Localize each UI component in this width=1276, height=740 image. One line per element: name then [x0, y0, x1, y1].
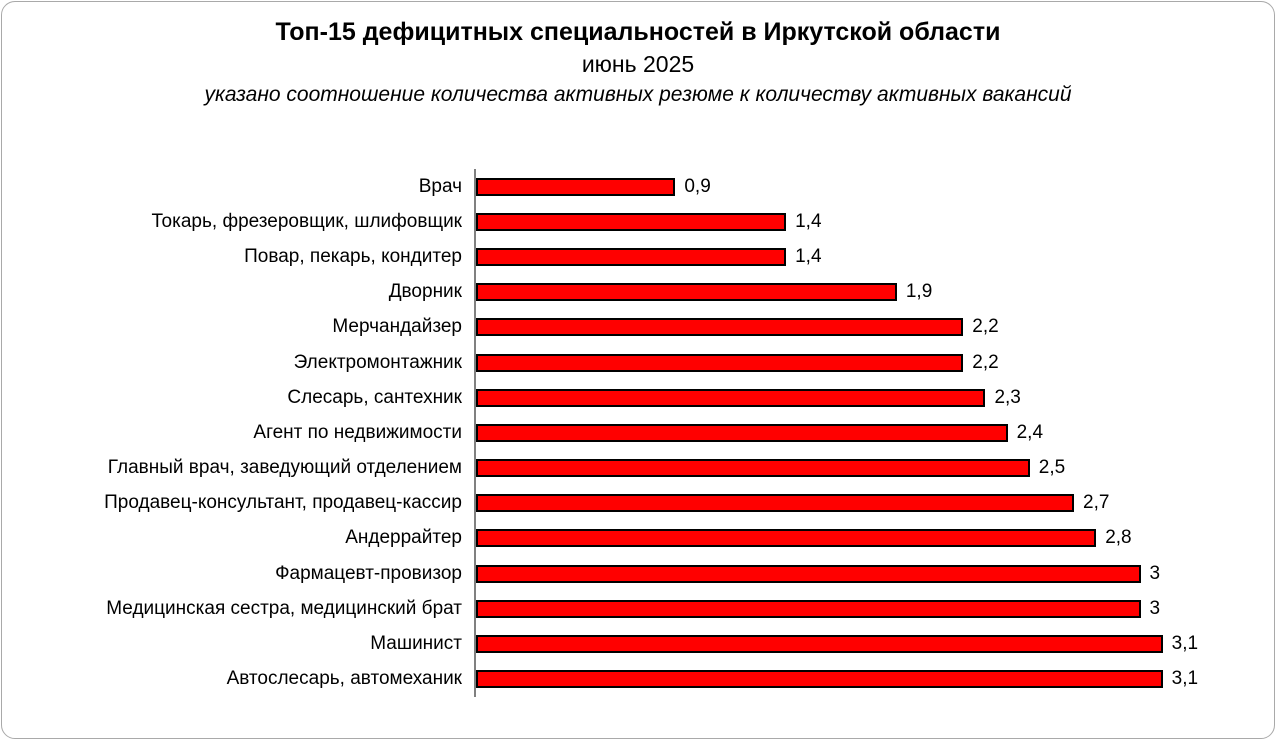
bar	[476, 177, 676, 196]
chart-title: Топ-15 дефицитных специальностей в Иркут…	[275, 18, 1001, 46]
category-label: Дворник	[388, 281, 462, 303]
bar	[476, 318, 964, 337]
category-label: Машинист	[370, 633, 462, 655]
bar-row: Врач 0,9	[2, 169, 1274, 205]
bar	[476, 353, 964, 372]
bar-row: Слесарь, сантехник 2,3	[2, 380, 1274, 416]
value-label: 1,4	[795, 210, 822, 232]
category-label: Медицинская сестра, медицинский брат	[106, 597, 462, 619]
bar-row: Токарь, фрезеровщик, шлифовщик 1,4	[2, 204, 1274, 240]
bar-row: Главный врач, заведующий отделением 2,5	[2, 450, 1274, 486]
bar-track: 2,2	[474, 309, 1274, 345]
bar-track: 1,4	[474, 204, 1274, 240]
category-label: Фармацевт-провизор	[275, 562, 462, 584]
bar	[476, 212, 787, 231]
value-label: 2,7	[1083, 492, 1110, 514]
value-label: 2,2	[972, 351, 999, 373]
value-label: 2,2	[972, 316, 999, 338]
value-label: 3,1	[1171, 668, 1199, 690]
bar-chart-plot-area: Врач 0,9 Токарь, фрезеровщик, шлифовщик …	[2, 169, 1274, 697]
category-label: Врач	[418, 175, 462, 197]
bar-row: Дворник 1,9	[2, 274, 1274, 310]
bar	[476, 247, 787, 266]
bar-row: Фармацевт-провизор 3	[2, 556, 1274, 592]
bar-row: Медицинская сестра, медицинский брат 3	[2, 591, 1274, 627]
bar-track: 0,9	[474, 169, 1274, 205]
bar	[476, 283, 897, 302]
bar-track: 2,4	[474, 415, 1274, 451]
value-label: 3,1	[1171, 633, 1199, 655]
value-label: 2,5	[1038, 457, 1066, 479]
bar	[476, 494, 1075, 513]
bar-row: Электромонтажник 2,2	[2, 344, 1274, 381]
bar-track: 2,3	[474, 380, 1274, 416]
bar-row: Мерчандайзер 2,2	[2, 309, 1274, 345]
bar	[476, 670, 1163, 689]
bar-track: 3,1	[474, 626, 1274, 662]
category-label: Главный врач, заведующий отделением	[107, 457, 462, 479]
value-label: 2,4	[1016, 421, 1044, 443]
bar	[476, 459, 1030, 478]
chart-header: Топ-15 дефицитных специальностей в Иркут…	[2, 16, 1274, 110]
category-label: Повар, пекарь, кондитер	[244, 245, 462, 267]
category-label: Автослесарь, автомеханик	[226, 668, 462, 690]
bar	[476, 599, 1141, 618]
bar-row: Машинист 3,1	[2, 626, 1274, 662]
category-label: Слесарь, сантехник	[287, 386, 462, 408]
value-label: 1,9	[905, 281, 933, 303]
bar-row: Продавец-консультант, продавец-кассир 2,…	[2, 485, 1274, 521]
category-label: Агент по недвижимости	[253, 421, 462, 443]
bar-row: Автослесарь, автомеханик 3,1	[2, 661, 1274, 697]
bar-row: Агент по недвижимости 2,4	[2, 415, 1274, 451]
category-label: Токарь, фрезеровщик, шлифовщик	[151, 210, 462, 232]
category-label: Продавец-консультант, продавец-кассир	[104, 492, 462, 514]
bar-track: 2,5	[474, 450, 1274, 486]
value-label: 2,8	[1105, 527, 1132, 549]
bar-track: 2,8	[474, 520, 1274, 557]
bar	[476, 388, 986, 407]
value-label: 2,3	[994, 386, 1021, 408]
bar	[476, 564, 1141, 583]
bar-row: Повар, пекарь, кондитер 1,4	[2, 239, 1274, 275]
category-label: Андеррайтер	[345, 527, 462, 549]
chart-note: указано соотношение количества активных …	[204, 83, 1072, 106]
chart-subtitle: июнь 2025	[581, 51, 695, 77]
bar-track: 2,2	[474, 344, 1274, 381]
category-label: Электромонтажник	[293, 351, 462, 373]
bar	[476, 423, 1008, 442]
bar	[476, 635, 1163, 654]
bar-track: 3	[474, 556, 1274, 592]
value-label: 1,4	[795, 245, 822, 267]
bar	[476, 529, 1097, 548]
value-label: 3	[1149, 597, 1161, 619]
value-label: 3	[1149, 562, 1161, 584]
category-label: Мерчандайзер	[332, 316, 462, 338]
bar-track: 1,9	[474, 274, 1274, 310]
value-label: 0,9	[684, 175, 711, 197]
bar-row: Андеррайтер 2,8	[2, 520, 1274, 557]
bar-track: 3	[474, 591, 1274, 627]
bar-track: 1,4	[474, 239, 1274, 275]
bar-track: 3,1	[474, 661, 1274, 697]
bar-track: 2,7	[474, 485, 1274, 521]
